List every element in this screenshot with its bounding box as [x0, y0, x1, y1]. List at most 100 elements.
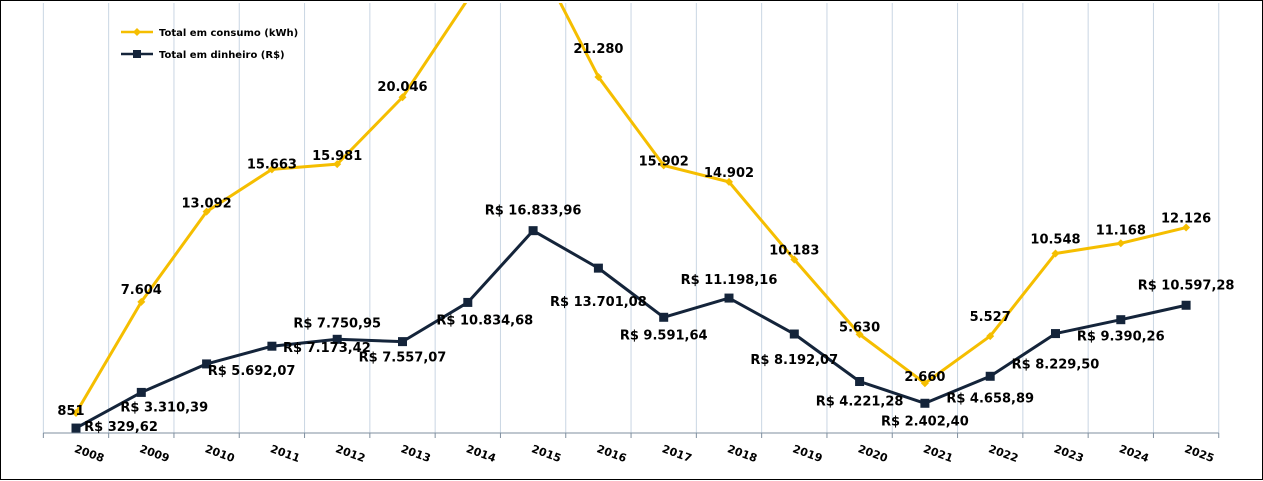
x-tick-label: 2013 [399, 442, 432, 465]
data-point [136, 387, 146, 397]
data-label: 5.527 [970, 310, 1011, 325]
x-tick-label: 2012 [334, 442, 367, 465]
data-point [202, 207, 211, 216]
data-point [202, 359, 212, 369]
data-label: 15.981 [312, 149, 362, 164]
data-point [855, 330, 864, 339]
data-label: R$ 7.750,95 [293, 316, 381, 331]
x-tick-label: 2008 [73, 442, 106, 465]
data-label: 14.902 [704, 166, 754, 181]
data-point [1182, 223, 1191, 232]
legend-label-dinheiro: Total em dinheiro (R$) [159, 50, 285, 61]
data-label: 13.092 [182, 197, 232, 212]
data-label: 2.660 [904, 370, 945, 385]
data-label: R$ 7.557,07 [359, 351, 447, 366]
x-tick-label: 2021 [921, 442, 954, 465]
data-label: 851 [57, 404, 84, 419]
data-label: R$ 5.692,07 [208, 364, 296, 379]
series-consumo [72, 3, 1191, 418]
data-label: 20.046 [377, 80, 427, 95]
x-tick-label: 2015 [530, 442, 563, 465]
x-tick-label: 2017 [660, 442, 693, 465]
x-tick-label: 2016 [595, 442, 629, 465]
data-label: 10.183 [769, 243, 819, 258]
x-tick-label: 2019 [791, 442, 824, 465]
data-point [528, 226, 538, 236]
legend-diamond-icon [133, 28, 141, 36]
x-tick-label: 2014 [464, 442, 498, 465]
data-label: R$ 10.834,68 [436, 313, 533, 328]
data-point [72, 409, 80, 418]
data-point [789, 329, 799, 339]
data-label: 15.663 [247, 157, 297, 172]
data-point [594, 72, 603, 81]
data-point [920, 379, 929, 388]
legend-square-icon [133, 50, 141, 58]
x-axis: 2008 2009 2010 2011 2012 2013 2014 2015 2016 2017… [42, 432, 1220, 465]
x-tick-label: 2020 [856, 442, 890, 465]
data-point [463, 297, 473, 307]
data-point [593, 263, 603, 273]
x-tick-label: 2024 [1117, 442, 1151, 465]
data-label: 11.168 [1096, 223, 1146, 238]
data-point [71, 423, 81, 433]
legend-item-dinheiro: Total em dinheiro (R$) [121, 50, 285, 61]
data-point [855, 377, 865, 387]
data-point [725, 177, 733, 186]
data-point [1051, 329, 1060, 339]
data-point [1116, 239, 1125, 248]
data-label: R$ 7.173,42 [283, 341, 371, 356]
data-point [985, 371, 995, 381]
data-point [1181, 300, 1191, 310]
x-tick-label: 2022 [987, 442, 1020, 465]
data-labels: 851 7.604 13.092 15.663 15.981 20.046 21.280 15… [57, 42, 1234, 435]
data-label: R$ 11.198,16 [681, 273, 778, 288]
series-line-consumo [74, 3, 1187, 414]
data-point [1051, 249, 1060, 258]
legend: Total em consumo (kWh) Total em dinheiro… [121, 28, 298, 61]
data-point [332, 334, 342, 344]
data-label: 15.902 [639, 154, 689, 169]
data-point [137, 297, 146, 306]
data-label: R$ 329,62 [84, 420, 158, 435]
x-tick-label: 2018 [726, 442, 759, 465]
data-label: R$ 8.192,07 [750, 353, 838, 368]
x-tick-label: 2025 [1183, 442, 1216, 465]
data-point [267, 165, 276, 174]
data-point [1116, 315, 1126, 325]
data-label: R$ 9.591,64 [620, 328, 708, 343]
data-point [659, 312, 669, 322]
data-label: 21.280 [573, 42, 623, 57]
data-label: R$ 8.229,50 [1012, 358, 1100, 373]
x-tick-label: 2010 [203, 442, 237, 465]
data-label: 7.604 [121, 283, 162, 298]
x-tick-label: 2023 [1052, 442, 1085, 465]
data-point [920, 398, 930, 408]
series-dinheiro [71, 226, 1191, 433]
data-label: 10.548 [1030, 232, 1080, 247]
legend-item-consumo: Total em consumo (kWh) [121, 28, 298, 39]
x-tick-label: 2009 [138, 442, 171, 465]
series-line-dinheiro [75, 229, 1187, 430]
data-point [398, 93, 407, 102]
data-label: R$ 4.658,89 [946, 391, 1034, 406]
x-tick-label: 2011 [268, 442, 301, 465]
data-label: R$ 13.701,08 [550, 295, 647, 310]
data-point [986, 332, 995, 341]
data-label: R$ 9.390,26 [1077, 330, 1165, 345]
data-point [659, 161, 668, 170]
data-label: R$ 2.402,40 [881, 414, 969, 429]
data-label: 5.630 [839, 320, 880, 335]
data-point [267, 341, 277, 351]
data-label: 12.126 [1161, 212, 1211, 227]
data-point [790, 255, 799, 264]
data-label: R$ 4.221,28 [816, 395, 904, 410]
data-point [398, 337, 407, 347]
grid-lines [42, 3, 1220, 433]
data-label: R$ 10.597,28 [1138, 278, 1235, 293]
legend-label-consumo: Total em consumo (kWh) [159, 28, 298, 39]
series-layer [71, 3, 1191, 433]
data-label: R$ 16.833,96 [485, 204, 582, 219]
